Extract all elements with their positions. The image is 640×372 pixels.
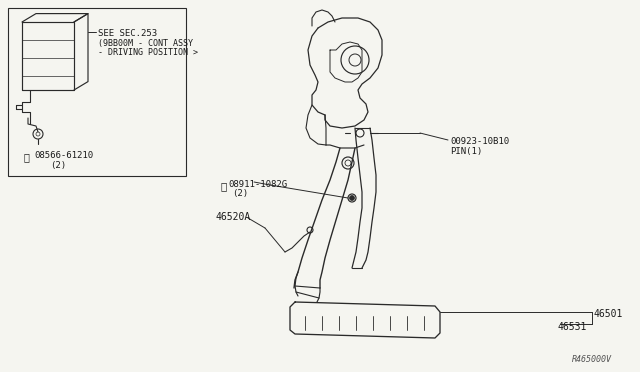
- Text: (2): (2): [50, 161, 66, 170]
- Text: SEE SEC.253: SEE SEC.253: [98, 29, 157, 38]
- Text: 00923-10B10: 00923-10B10: [450, 137, 509, 146]
- Text: - DRIVING POSITION >: - DRIVING POSITION >: [98, 48, 198, 57]
- Text: 08911-1082G: 08911-1082G: [228, 180, 287, 189]
- Text: Ⓑ: Ⓑ: [23, 152, 29, 162]
- Text: 08566-61210: 08566-61210: [34, 151, 93, 160]
- Text: 46520A: 46520A: [215, 212, 250, 222]
- Text: 46531: 46531: [558, 322, 588, 332]
- Text: PIN(1): PIN(1): [450, 147, 483, 156]
- Bar: [8, 8, 186, 176]
- Circle shape: [349, 196, 355, 201]
- Text: (9BB00M - CONT ASSY: (9BB00M - CONT ASSY: [98, 39, 193, 48]
- Text: Ⓝ: Ⓝ: [221, 181, 227, 191]
- Text: (2): (2): [232, 189, 248, 198]
- Text: R465000V: R465000V: [572, 355, 612, 364]
- Text: 46501: 46501: [594, 309, 623, 319]
